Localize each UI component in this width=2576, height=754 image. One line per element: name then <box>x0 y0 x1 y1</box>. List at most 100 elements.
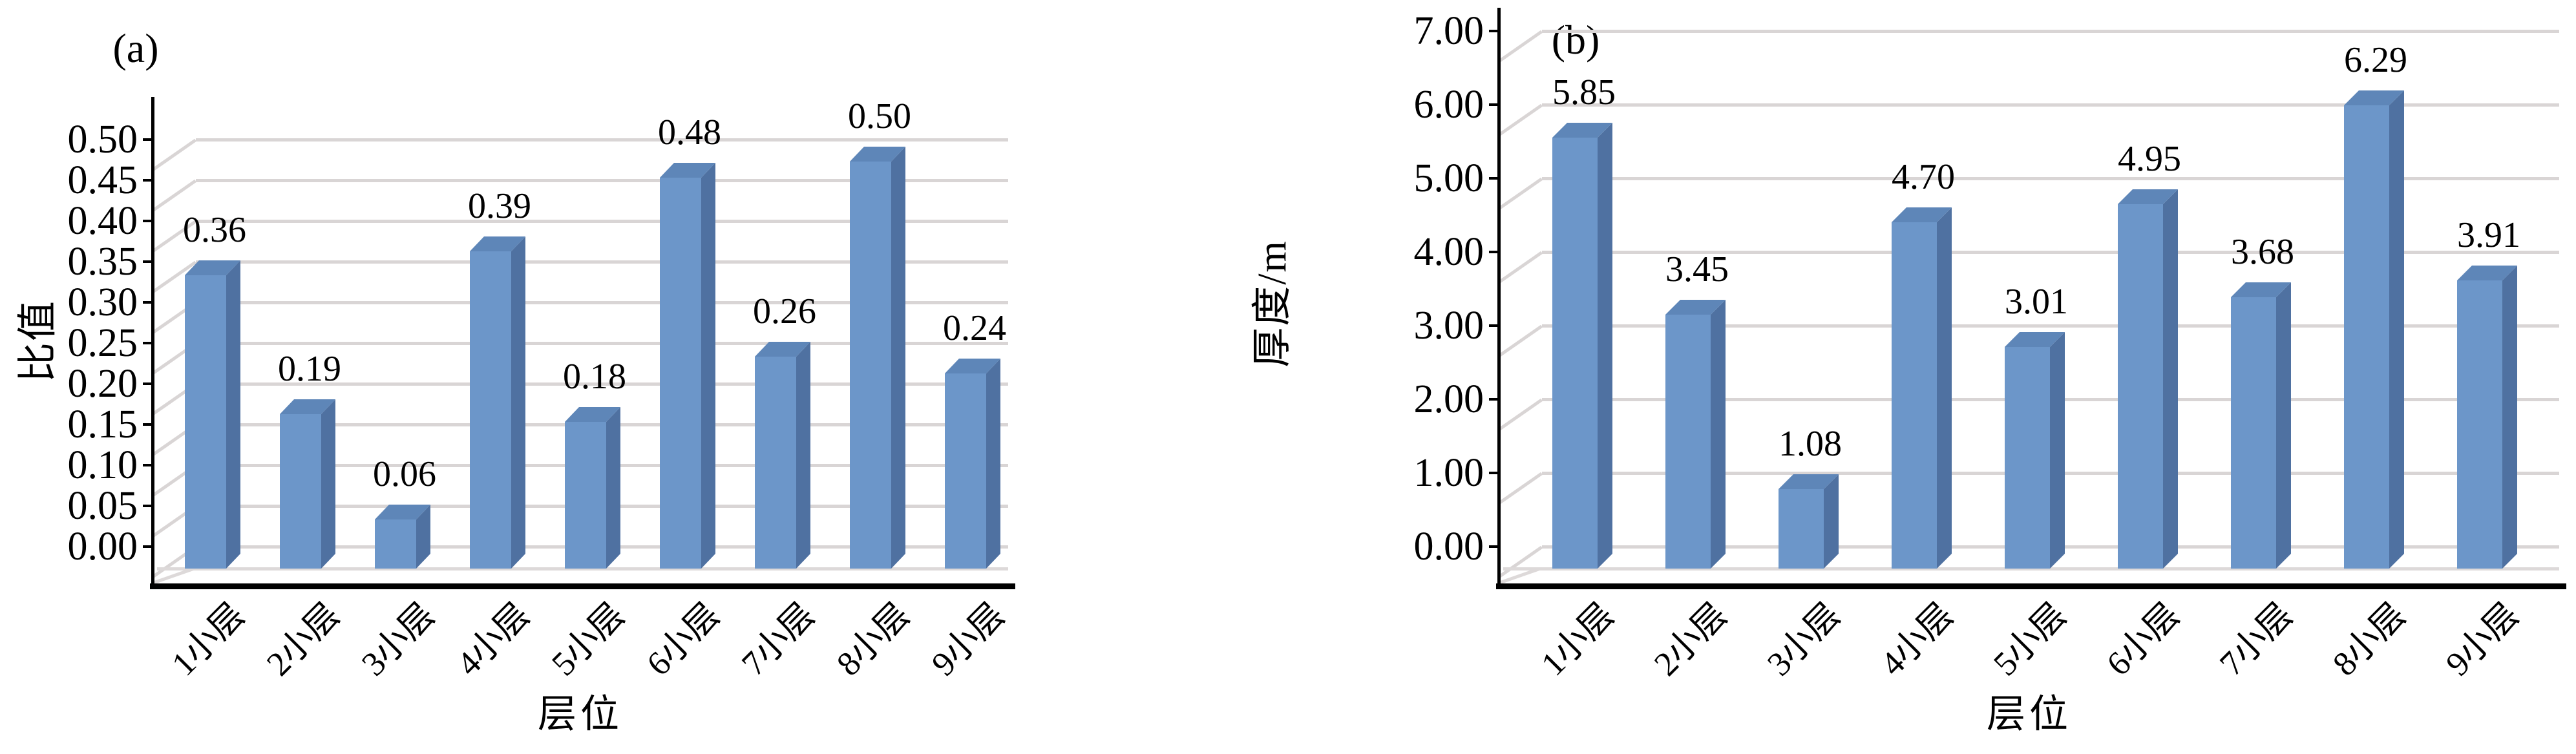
bar-side <box>321 399 335 569</box>
y-tick-label: 0.35 <box>67 240 138 284</box>
bar-side <box>701 163 715 569</box>
bar-front <box>945 373 986 569</box>
bar-side <box>2163 189 2178 569</box>
bar-top <box>945 359 1000 373</box>
bar-front <box>280 414 321 569</box>
bar-front <box>755 357 796 569</box>
gridline <box>196 179 1008 182</box>
bar-top <box>755 342 810 357</box>
bar-front <box>375 519 416 569</box>
y-tick <box>143 220 152 222</box>
y-tick-label: 6.00 <box>1413 83 1484 127</box>
bar-front <box>2118 204 2163 569</box>
bar-top <box>185 260 240 275</box>
y-tick <box>143 505 152 507</box>
bar-front <box>1892 222 1937 569</box>
y-tick <box>1489 103 1498 106</box>
bar-side <box>1824 474 1839 569</box>
bar-side <box>986 359 1000 569</box>
bar-side <box>2050 332 2065 569</box>
bar-value-label: 5.85 <box>1552 72 1616 112</box>
y-tick-label: 0.15 <box>67 403 138 446</box>
bar-front <box>850 162 891 569</box>
y-tick <box>143 260 152 263</box>
bar-value-label: 0.39 <box>468 186 531 226</box>
y-tick-label: 0.00 <box>1413 525 1484 569</box>
bar-value-label: 1.08 <box>1779 424 1842 464</box>
bar-value-label: 0.19 <box>278 349 341 389</box>
y-tick-label: 0.30 <box>67 280 138 324</box>
bar-top <box>1552 123 1612 138</box>
bar-side <box>1937 207 1952 569</box>
bar-value-label: 0.24 <box>943 308 1006 348</box>
bar-side <box>796 342 810 569</box>
y-tick-label: 0.50 <box>67 118 138 162</box>
bar-value-label: 0.36 <box>183 210 246 250</box>
y-tick <box>143 342 152 344</box>
bar-top <box>565 407 620 422</box>
bar-value-label: 0.50 <box>848 96 911 136</box>
bar-top <box>850 147 905 162</box>
bar-top <box>280 399 335 414</box>
bar-value-label: 4.95 <box>2118 139 2181 179</box>
bar-value-label: 6.29 <box>2344 40 2407 80</box>
gridline <box>1542 103 2559 107</box>
bar-top <box>2457 266 2517 280</box>
bar-top <box>470 236 525 251</box>
bar-value-label: 0.26 <box>753 291 816 331</box>
bar-side <box>606 407 620 569</box>
gridline <box>196 382 1008 386</box>
bar-side <box>511 236 525 569</box>
y-tick <box>143 301 152 304</box>
bar-value-label: 4.70 <box>1892 157 1955 197</box>
bar-value-label: 0.06 <box>373 454 436 494</box>
bar-front <box>2005 347 2050 569</box>
y-tick <box>1489 545 1498 548</box>
bar-front <box>1552 138 1598 569</box>
bar-side <box>2502 266 2517 569</box>
grid-wall-diagonal <box>1498 324 1543 357</box>
y-tick <box>143 545 152 548</box>
floor-line <box>1503 567 2559 571</box>
bar-top <box>2231 282 2291 297</box>
bar-value-label: 0.18 <box>563 357 626 397</box>
y-tick-label: 0.00 <box>67 525 138 569</box>
y-tick <box>143 179 152 182</box>
y-tick-label: 0.20 <box>67 362 138 406</box>
bar-side <box>891 147 905 569</box>
bar-top <box>1892 207 1952 222</box>
bar-front <box>2457 280 2502 569</box>
y-axis-line <box>1497 8 1501 589</box>
y-tick-label: 0.45 <box>67 158 138 202</box>
bar-top <box>1665 300 1726 315</box>
y-tick <box>143 464 152 466</box>
y-tick-label: 2.00 <box>1413 377 1484 421</box>
bar-value-label: 3.91 <box>2457 215 2520 255</box>
x-axis-title-b: 层位 <box>1987 693 2072 736</box>
bar-side <box>416 505 430 569</box>
bar-value-label: 0.48 <box>658 112 721 152</box>
bar-front <box>2344 105 2389 569</box>
grid-wall-diagonal <box>1498 177 1543 210</box>
bar-top <box>1779 474 1839 489</box>
bar-front <box>1665 315 1711 569</box>
y-tick-label: 0.10 <box>67 443 138 487</box>
grid-wall-diagonal <box>1498 472 1543 505</box>
gridline <box>1542 177 2559 180</box>
bar-top <box>375 505 430 519</box>
bar-side <box>226 260 240 569</box>
y-tick-label: 5.00 <box>1413 156 1484 200</box>
bar-top <box>2118 189 2178 204</box>
gridline <box>1542 251 2559 254</box>
y-tick-label: 4.00 <box>1413 230 1484 274</box>
y-axis-line <box>151 97 154 589</box>
y-tick-label: 0.40 <box>67 199 138 243</box>
y-tick-label: 0.05 <box>67 484 138 528</box>
bar-side <box>2276 282 2291 569</box>
bar-front <box>565 422 606 569</box>
bar-front <box>470 251 511 569</box>
y-tick-label: 7.00 <box>1413 9 1484 53</box>
